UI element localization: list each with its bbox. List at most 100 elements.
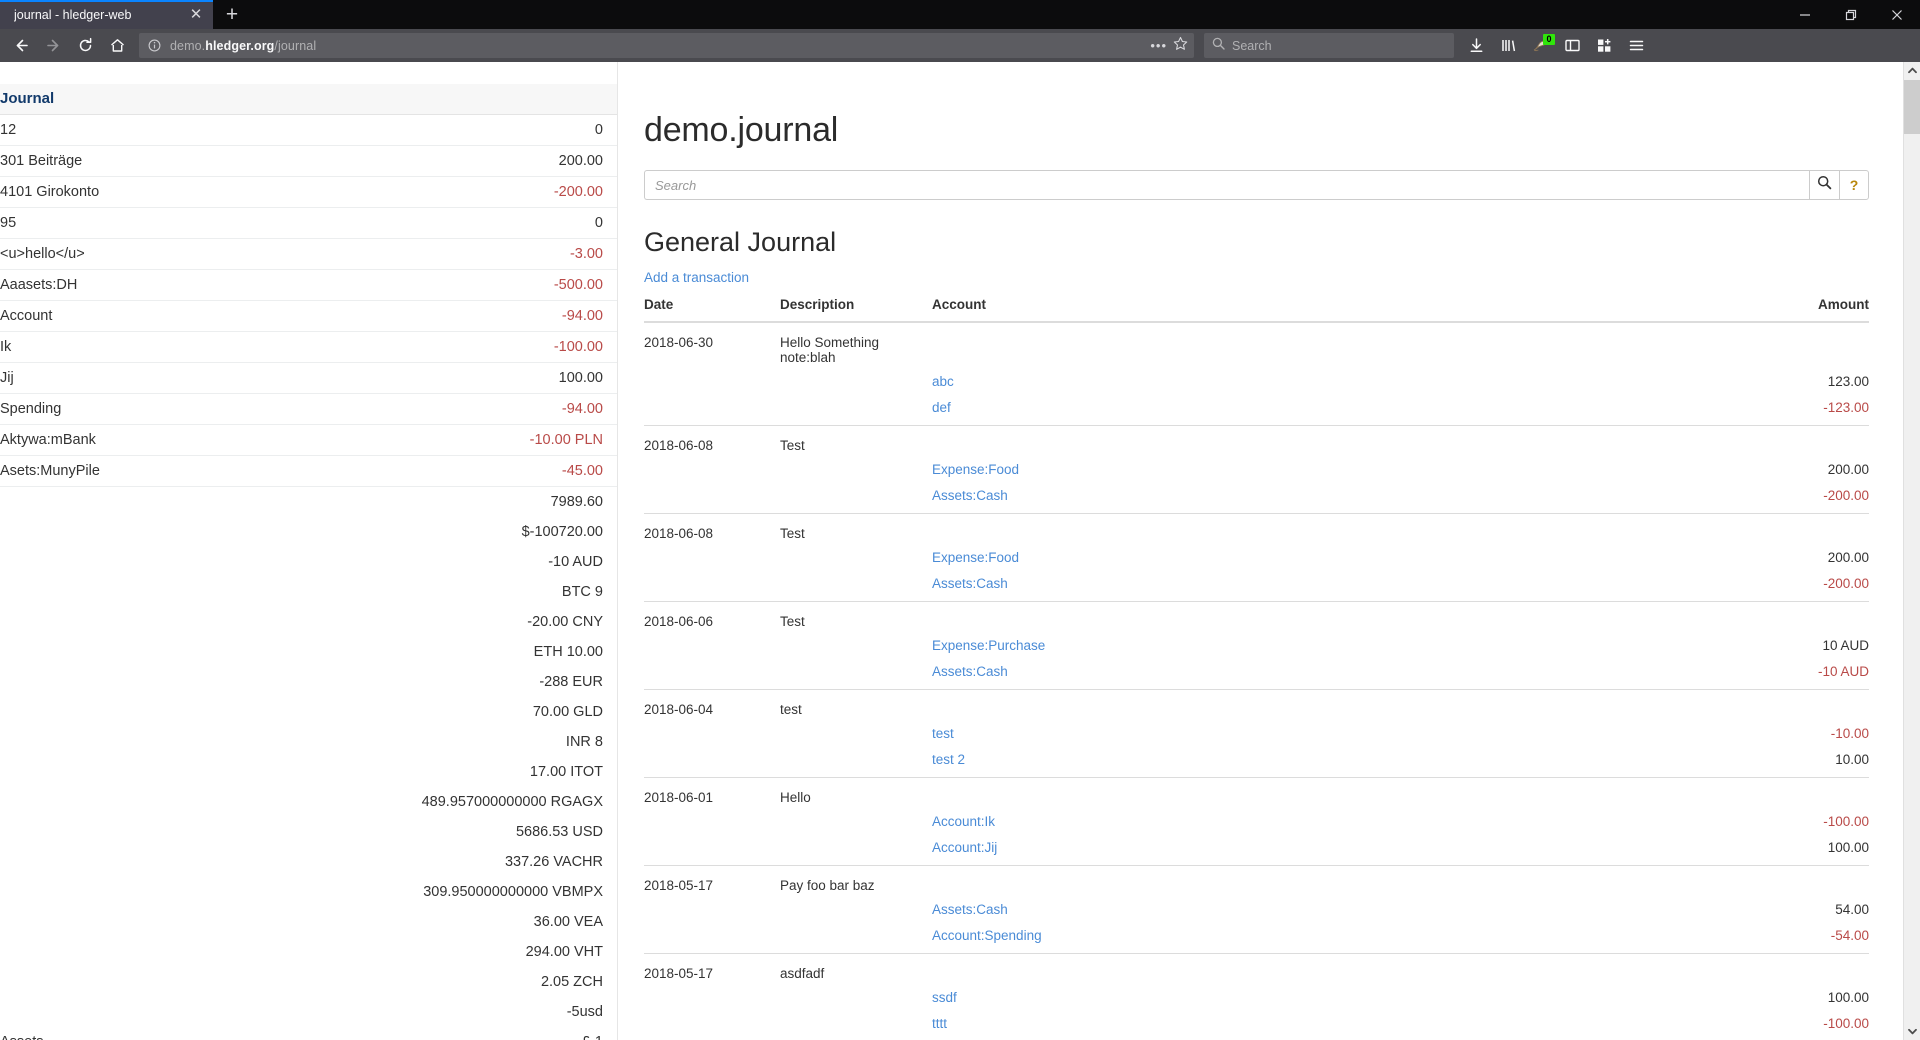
account-name[interactable]: 301 Beiträge — [0, 153, 83, 169]
account-row[interactable]: Aaasets:DH -500.00 — [0, 270, 617, 301]
account-name[interactable]: Assets — [0, 1027, 227, 1040]
posting-account-link[interactable]: abc — [932, 374, 954, 389]
reload-icon[interactable] — [70, 32, 100, 60]
account-row[interactable]: 2.05 ZCH — [0, 967, 617, 997]
forward-icon[interactable] — [38, 32, 68, 60]
account-row[interactable]: -10 AUD — [0, 547, 617, 577]
posting-row[interactable]: Expense:Purchase 10 AUD — [644, 633, 1869, 659]
transaction-row[interactable]: 2018-06-08 Test — [644, 426, 1869, 458]
hamburger-menu-icon[interactable] — [1620, 32, 1652, 60]
posting-account-link[interactable]: Expense:Food — [932, 550, 1020, 565]
posting-account-link[interactable]: Expense:Food — [932, 462, 1020, 477]
browser-tab-journal[interactable]: journal - hledger-web ✕ — [0, 0, 213, 29]
account-row[interactable]: Assets£-1 — [0, 1027, 617, 1040]
journal-link[interactable]: Journal — [0, 90, 55, 107]
transaction-row[interactable]: 2018-06-01 Hello — [644, 778, 1869, 810]
posting-account-link[interactable]: test — [932, 726, 954, 741]
account-name[interactable]: 12 — [0, 122, 17, 138]
close-icon[interactable]: ✕ — [189, 6, 203, 23]
account-row[interactable]: 294.00 VHT — [0, 937, 617, 967]
posting-row[interactable]: Assets:Cash -10 AUD — [644, 659, 1869, 690]
account-row[interactable]: Ik -100.00 — [0, 332, 617, 363]
posting-row[interactable]: Assets:Cash -200.00 — [644, 483, 1869, 514]
transaction-row[interactable]: 2018-06-04 test — [644, 690, 1869, 722]
account-row[interactable]: 301 Beiträge 200.00 — [0, 146, 617, 177]
account-name[interactable]: Ik — [0, 339, 12, 355]
account-row[interactable]: Asets:MunyPile -45.00 — [0, 456, 617, 487]
transaction-row[interactable]: 2018-05-17 Pay foo bar baz — [644, 866, 1869, 898]
search-input[interactable] — [644, 170, 1809, 200]
posting-account-link[interactable]: test 2 — [932, 752, 966, 767]
posting-account-link[interactable]: Assets:Cash — [932, 902, 1008, 917]
downloads-icon[interactable] — [1460, 32, 1492, 60]
address-bar[interactable]: demo.hledger.org/journal ••• — [139, 33, 1194, 58]
posting-account-link[interactable]: Account:Spending — [932, 928, 1042, 943]
posting-row[interactable]: test 2 10.00 — [644, 747, 1869, 778]
account-row[interactable]: -288 EUR — [0, 667, 617, 697]
account-row[interactable]: 7989.60 — [0, 487, 617, 518]
account-name[interactable]: 4101 Girokonto — [0, 184, 100, 200]
posting-account-link[interactable]: Expense:Purchase — [932, 638, 1046, 653]
account-row[interactable]: 5686.53 USD — [0, 817, 617, 847]
window-close-icon[interactable] — [1874, 0, 1920, 29]
account-row[interactable]: Aktywa:mBank -10.00 PLN — [0, 425, 617, 456]
search-submit-button[interactable] — [1809, 170, 1839, 200]
posting-row[interactable]: Account:Jij 100.00 — [644, 835, 1869, 866]
add-widget-icon[interactable] — [1588, 32, 1620, 60]
transaction-row[interactable]: 2018-06-30 Hello Something note:blah — [644, 322, 1869, 369]
account-row[interactable]: 489.957000000000 RGAGX — [0, 787, 617, 817]
account-row[interactable]: Spending -94.00 — [0, 394, 617, 425]
posting-row[interactable]: test -10.00 — [644, 721, 1869, 747]
posting-row[interactable]: ssdf 100.00 — [644, 985, 1869, 1011]
account-row[interactable]: INR 8 — [0, 727, 617, 757]
posting-row[interactable]: Expense:Food 200.00 — [644, 457, 1869, 483]
posting-account-link[interactable]: Account:Ik — [932, 814, 996, 829]
posting-account-link[interactable]: Assets:Cash — [932, 488, 1008, 503]
home-icon[interactable] — [102, 32, 132, 60]
library-icon[interactable] — [1492, 32, 1524, 60]
posting-account-link[interactable]: Assets:Cash — [932, 576, 1008, 591]
restore-icon[interactable] — [1828, 0, 1874, 29]
account-row[interactable]: 309.950000000000 VBMPX — [0, 877, 617, 907]
account-name[interactable]: Aktywa:mBank — [0, 432, 96, 448]
account-row[interactable]: Account -94.00 — [0, 301, 617, 332]
posting-account-link[interactable]: Assets:Cash — [932, 664, 1008, 679]
account-row[interactable]: $-100720.00 — [0, 517, 617, 547]
posting-row[interactable]: Assets:Cash -200.00 — [644, 571, 1869, 602]
new-tab-button[interactable]: + — [225, 3, 239, 26]
scroll-up-icon[interactable] — [1904, 62, 1920, 79]
transaction-row[interactable]: 2018-05-17 asdfadf — [644, 954, 1869, 986]
scrollbar-thumb[interactable] — [1904, 80, 1920, 134]
page-scrollbar[interactable] — [1903, 62, 1920, 1040]
account-row[interactable]: Jij 100.00 — [0, 363, 617, 394]
posting-account-link[interactable]: Account:Jij — [932, 840, 998, 855]
account-row[interactable]: 17.00 ITOT — [0, 757, 617, 787]
account-row[interactable]: 36.00 VEA — [0, 907, 617, 937]
back-icon[interactable] — [6, 32, 36, 60]
posting-row[interactable]: Account:Ik -100.00 — [644, 809, 1869, 835]
account-name[interactable]: Asets:MunyPile — [0, 463, 100, 479]
site-info-icon[interactable] — [148, 39, 166, 52]
account-row[interactable]: 4101 Girokonto -200.00 — [0, 177, 617, 208]
account-row[interactable]: ETH 10.00 — [0, 637, 617, 667]
account-row[interactable]: 12 0 — [0, 115, 617, 146]
minimize-icon[interactable] — [1782, 0, 1828, 29]
posting-row[interactable]: Assets:Cash 54.00 — [644, 897, 1869, 923]
posting-account-link[interactable]: ssdf — [932, 990, 957, 1005]
account-name[interactable]: Account — [0, 308, 53, 324]
account-row[interactable]: BTC 9 — [0, 577, 617, 607]
account-row[interactable]: <u>hello</u> -3.00 — [0, 239, 617, 270]
account-name[interactable]: Spending — [0, 401, 62, 417]
bookmark-star-icon[interactable] — [1173, 36, 1188, 56]
account-row[interactable]: 337.26 VACHR — [0, 847, 617, 877]
posting-account-link[interactable]: def — [932, 400, 951, 415]
posting-row[interactable]: Expense:Food 200.00 — [644, 545, 1869, 571]
page-actions-icon[interactable]: ••• — [1150, 38, 1167, 53]
posting-row[interactable]: def -123.00 — [644, 395, 1869, 426]
add-transaction-link[interactable]: Add a transaction — [644, 270, 750, 285]
account-name[interactable]: Jij — [0, 370, 14, 386]
search-help-button[interactable]: ? — [1839, 170, 1869, 200]
transaction-row[interactable]: 2018-06-06 Test — [644, 602, 1869, 634]
account-name[interactable]: Aaasets:DH — [0, 277, 78, 293]
scroll-down-icon[interactable] — [1904, 1023, 1920, 1040]
